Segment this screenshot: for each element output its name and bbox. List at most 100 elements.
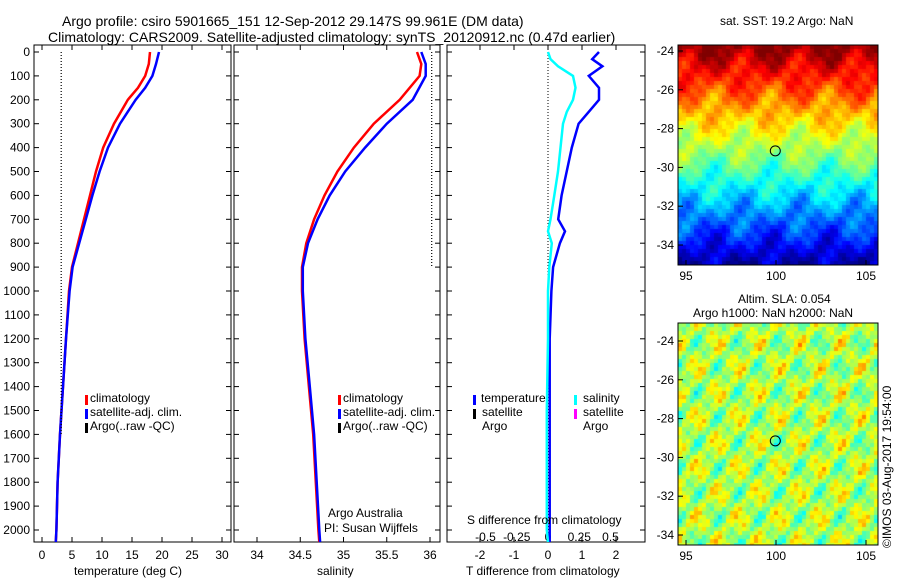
annotation-2: PI: Susan Wijffels <box>324 521 418 535</box>
sdiff-xlabel: S difference from climatology <box>467 513 622 527</box>
map-y-label: -30 <box>657 160 675 174</box>
x-tick-label: 2 <box>613 548 620 562</box>
argo-location-marker <box>769 435 781 447</box>
panel-frame-2 <box>446 44 646 543</box>
map-x-label: 100 <box>766 549 786 563</box>
map-x-label: 105 <box>856 269 876 283</box>
map-x-label: 100 <box>766 269 786 283</box>
sla-map-title-2: Argo h1000: NaN h2000: NaN <box>693 306 854 320</box>
legend-s-satellite: satellite <box>583 405 624 419</box>
y-tick-label: 200 <box>10 93 30 107</box>
y-tick-label: 1700 <box>3 451 30 465</box>
t-legend-sat: satellite-adj. clim. <box>90 405 183 419</box>
x-tick-label: 35.5 <box>375 548 399 562</box>
y-tick-label: 2000 <box>3 523 30 537</box>
y-tick-label: 100 <box>10 69 30 83</box>
y-tick-label: 1900 <box>3 499 30 513</box>
panel-frame-0 <box>33 44 232 543</box>
legend-t-satellite: satellite <box>482 405 523 419</box>
map-y-label: -34 <box>657 238 675 252</box>
y-tick-label: 1000 <box>3 284 30 298</box>
y-tick-label: 1600 <box>3 427 30 441</box>
sla-map <box>678 323 878 545</box>
y-tick-label: 600 <box>10 188 30 202</box>
y-tick-label: 900 <box>10 260 30 274</box>
annotation-1: Argo Australia <box>328 506 403 520</box>
map-y-label: -32 <box>657 489 675 503</box>
x-tick-label: 0 <box>39 548 46 562</box>
y-tick-label: 700 <box>10 212 30 226</box>
s-tick-label: 0.25 <box>568 530 592 544</box>
map-x-label: 105 <box>856 549 876 563</box>
s-legend-clim: climatology <box>343 391 404 405</box>
legend-swatch <box>473 409 476 419</box>
x-tick-label: 0 <box>545 548 552 562</box>
tdiff-series <box>548 51 605 542</box>
x-tick-label: 20 <box>155 548 169 562</box>
legend-swatch <box>85 395 88 405</box>
salinity-series-1 <box>301 51 427 543</box>
legend-swatch <box>473 395 476 405</box>
x-tick-label: 5 <box>69 548 76 562</box>
x-tick-label: 34 <box>250 548 264 562</box>
x-tick-label: 10 <box>95 548 109 562</box>
x-tick-label: 35 <box>337 548 351 562</box>
legend-t-argo: Argo <box>482 419 508 433</box>
tdiff-xlabel: T difference from climatology <box>466 564 620 578</box>
x-tick-label: 1 <box>579 548 586 562</box>
legend-salinity-heading: salinity <box>583 391 620 405</box>
y-tick-label: 1800 <box>3 475 30 489</box>
y-tick-label: 500 <box>10 165 30 179</box>
map-y-label: -30 <box>657 450 675 464</box>
y-tick-label: 1200 <box>3 332 30 346</box>
title-line1: Argo profile: csiro 5901665_151 12-Sep-2… <box>62 13 524 29</box>
s-legend-sat: satellite-adj. clim. <box>343 405 436 419</box>
legend-swatch <box>574 395 577 405</box>
t-legend-clim: climatology <box>90 391 151 405</box>
y-tick-label: 1100 <box>4 308 30 322</box>
x-tick-label: -2 <box>475 548 486 562</box>
legend-swatch <box>338 395 341 405</box>
s-tick-label: -0.25 <box>503 530 531 544</box>
sla-map-title-1: Altim. SLA: 0.054 <box>738 292 831 306</box>
argo-location-marker <box>769 145 781 157</box>
s-tick-label: 0.5 <box>602 530 619 544</box>
map-x-label: 95 <box>679 269 693 283</box>
map-frame <box>677 322 879 546</box>
y-tick-label: 400 <box>10 141 30 155</box>
map-y-label: -26 <box>657 373 675 387</box>
map-y-label: -28 <box>657 122 675 136</box>
y-tick-label: 1300 <box>3 356 30 370</box>
credit: ©IMOS 03-Aug-2017 19:54:00 <box>880 385 894 548</box>
y-tick-label: 1500 <box>3 404 30 418</box>
legend-temperature-heading: temperature <box>481 391 546 405</box>
y-tick-label: 800 <box>10 236 30 250</box>
x-tick-label: 30 <box>215 548 229 562</box>
map-y-label: -34 <box>657 528 675 542</box>
map-frame <box>677 44 879 266</box>
sst-map-title: sat. SST: 19.2 Argo: NaN <box>720 14 854 28</box>
x-tick-label: 34.5 <box>289 548 313 562</box>
x-tick-label: 36 <box>423 548 437 562</box>
x-tick-label: 15 <box>125 548 139 562</box>
map-y-label: -28 <box>657 412 675 426</box>
legend-swatch <box>85 409 88 419</box>
y-tick-label: 0 <box>23 45 30 59</box>
title-line2: Climatology: CARS2009. Satellite-adjuste… <box>48 29 616 45</box>
x-tick-label: -1 <box>509 548 520 562</box>
sdiff-series <box>545 51 577 543</box>
y-tick-label: 300 <box>10 117 30 131</box>
t-legend-argo: Argo(..raw -QC) <box>90 419 175 433</box>
x-tick-label: 25 <box>185 548 199 562</box>
panel-frame-1 <box>233 44 441 543</box>
temperature-xlabel: temperature (deg C) <box>74 564 183 578</box>
legend-swatch <box>574 409 577 419</box>
legend-s-argo: Argo <box>583 419 609 433</box>
map-y-label: -24 <box>657 44 675 58</box>
y-tick-label: 1400 <box>3 380 30 394</box>
s-tick-label: -0.5 <box>475 530 496 544</box>
s-legend-argo: Argo(..raw -QC) <box>343 419 428 433</box>
legend-swatch <box>338 409 341 419</box>
